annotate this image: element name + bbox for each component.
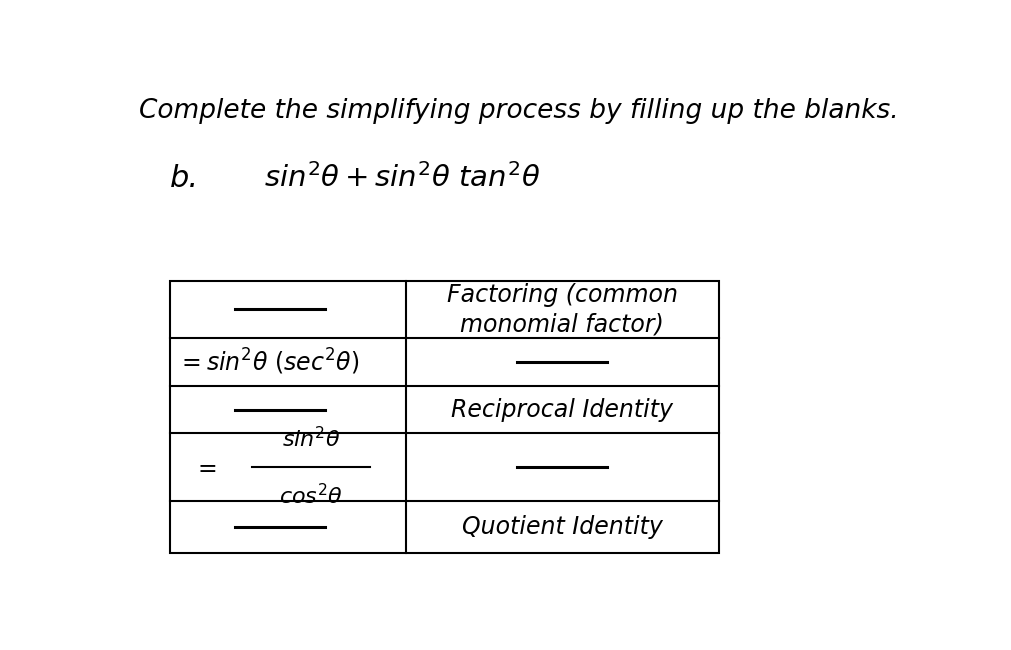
Text: b.: b. xyxy=(170,164,198,192)
Text: $sin^2\theta$: $sin^2\theta$ xyxy=(282,426,340,451)
Bar xyxy=(170,281,718,553)
Text: Reciprocal Identity: Reciprocal Identity xyxy=(451,398,672,422)
Text: Factoring (common
monomial factor): Factoring (common monomial factor) xyxy=(446,283,677,336)
Text: Complete the simplifying process by filling up the blanks.: Complete the simplifying process by fill… xyxy=(139,98,898,124)
Text: $=$: $=$ xyxy=(193,455,216,479)
Text: Quotient Identity: Quotient Identity xyxy=(461,515,662,540)
Text: $= sin^2\theta\ (sec^2\theta)$: $= sin^2\theta\ (sec^2\theta)$ xyxy=(177,347,360,377)
Text: $sin^2\theta + sin^2\theta\ tan^2\theta$: $sin^2\theta + sin^2\theta\ tan^2\theta$ xyxy=(264,163,540,193)
Text: $cos^2\theta$: $cos^2\theta$ xyxy=(279,483,343,508)
